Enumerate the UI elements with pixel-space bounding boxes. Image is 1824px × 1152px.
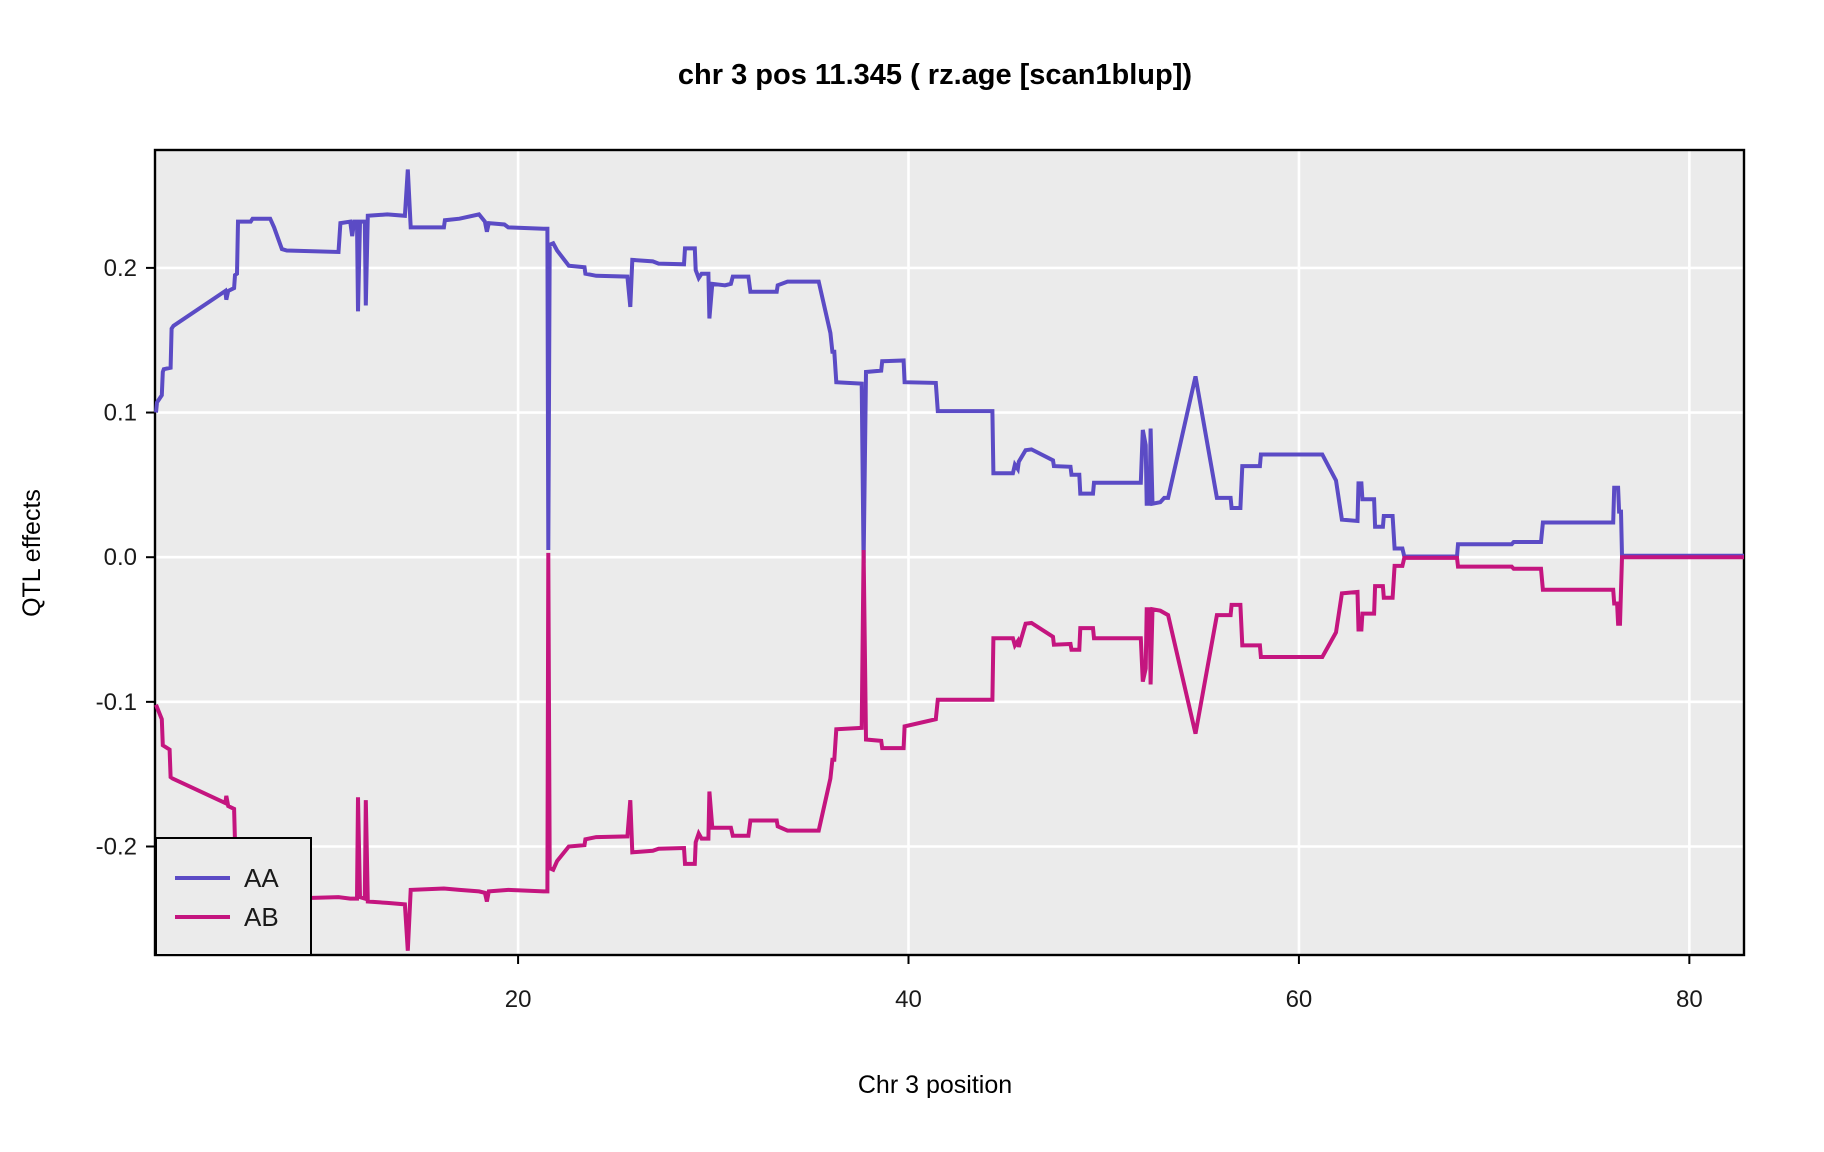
x-tick-label: 60 bbox=[1286, 986, 1313, 1013]
legend-item-AA[interactable]: AA bbox=[175, 863, 279, 893]
axes: 20 40 60 80 -0.2 -0.1 0.0 0.1 0.2 bbox=[96, 148, 1746, 1013]
legend-label-AB: AB bbox=[244, 902, 279, 932]
y-tick-label: 0.1 bbox=[104, 400, 137, 427]
x-axis-title: Chr 3 position bbox=[858, 1071, 1012, 1099]
y-tick-label: -0.2 bbox=[96, 834, 137, 861]
panel-background bbox=[155, 150, 1744, 955]
legend-item-AB[interactable]: AB bbox=[175, 902, 279, 932]
legend-frame bbox=[155, 837, 312, 956]
y-axis-title: QTL effects bbox=[18, 489, 46, 617]
y-tick-label: 0.2 bbox=[104, 255, 137, 282]
y-tick-label: -0.1 bbox=[96, 689, 137, 716]
plot-panel bbox=[155, 150, 1744, 955]
x-tick-label: 20 bbox=[505, 986, 532, 1013]
panel-border bbox=[153, 148, 1746, 957]
series-lines bbox=[154, 169, 1744, 951]
legend-box: AA AB bbox=[155, 837, 312, 956]
legend-label-AA: AA bbox=[244, 863, 279, 893]
x-tick-label: 80 bbox=[1676, 986, 1703, 1013]
chart-title: chr 3 pos 11.345 ( rz.age [scan1blup]) bbox=[678, 59, 1192, 91]
y-tick-label: 0.0 bbox=[104, 544, 137, 571]
x-tick-label: 40 bbox=[895, 986, 922, 1013]
series-line-AA[interactable] bbox=[154, 169, 1744, 564]
series-line-AB[interactable] bbox=[154, 549, 1744, 951]
